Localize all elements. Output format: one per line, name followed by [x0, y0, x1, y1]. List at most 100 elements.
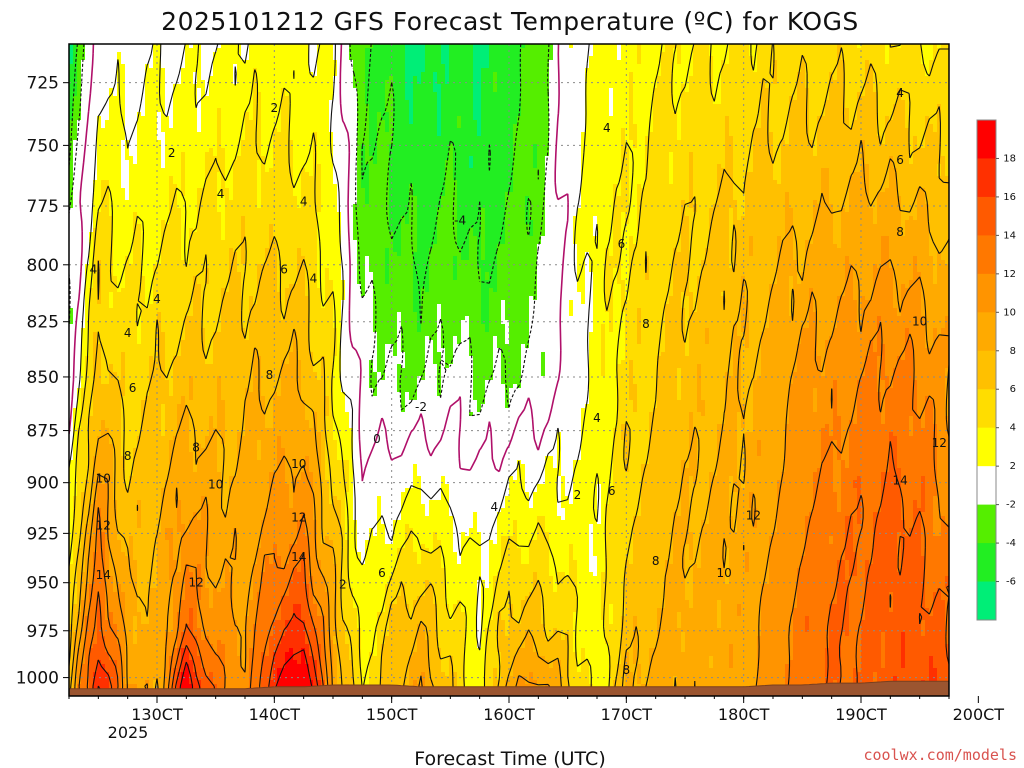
temperature-cell — [181, 196, 186, 261]
temperature-cell — [469, 156, 474, 169]
temperature-cell — [177, 404, 182, 501]
temperature-cell — [293, 476, 298, 545]
temperature-cell — [217, 592, 222, 641]
contour-label: 6 — [896, 153, 904, 167]
temperature-cell — [633, 664, 638, 696]
temperature-cell — [677, 44, 682, 65]
temperature-cell — [821, 116, 826, 169]
temperature-cell — [557, 660, 562, 696]
temperature-cell — [653, 44, 658, 89]
temperature-cell — [309, 656, 314, 681]
temperature-cell — [305, 456, 310, 537]
temperature-cell — [689, 560, 694, 609]
temperature-cell — [113, 372, 118, 501]
temperature-cell — [161, 44, 166, 69]
temperature-cell — [481, 404, 486, 581]
temperature-cell — [921, 476, 926, 513]
temperature-cell — [677, 628, 682, 696]
temperature-cell — [585, 68, 590, 253]
temperature-cell — [653, 648, 658, 689]
temperature-cell — [881, 236, 886, 345]
temperature-cell — [137, 500, 142, 529]
temperature-cell — [133, 644, 138, 685]
temperature-cell — [173, 356, 178, 437]
temperature-cell — [905, 44, 910, 129]
temperature-cell — [121, 456, 126, 553]
temperature-cell — [901, 632, 906, 669]
temperature-cell — [505, 536, 510, 637]
temperature-cell — [757, 376, 762, 441]
temperature-cell — [521, 344, 526, 465]
temperature-cell — [529, 236, 534, 297]
colorbar-frame — [976, 119, 997, 621]
temperature-cell — [257, 440, 262, 461]
temperature-cell — [621, 128, 626, 213]
temperature-cell — [697, 364, 702, 413]
temperature-cell — [425, 44, 430, 293]
temperature-cell — [85, 356, 90, 481]
temperature-cell — [525, 44, 530, 197]
temperature-cell — [525, 596, 530, 633]
temperature-cell — [281, 320, 286, 361]
temperature-cell — [105, 476, 110, 621]
colorbar-swatch — [977, 273, 996, 313]
temperature-cell — [165, 224, 170, 381]
x-tick-label: 160CT — [483, 705, 535, 724]
temperature-cell — [409, 184, 414, 401]
temperature-cell — [209, 44, 214, 77]
contour-label: 14 — [291, 550, 306, 564]
temperature-cell — [437, 396, 442, 501]
temperature-cell — [933, 132, 938, 285]
temperature-cell — [881, 144, 886, 193]
temperature-cell — [849, 176, 854, 265]
temperature-cell — [461, 260, 466, 321]
temperature-cell — [905, 288, 910, 329]
temperature-cell — [557, 516, 562, 573]
temperature-cell — [261, 520, 266, 573]
temperature-cell — [581, 44, 586, 133]
colorbar-swatch — [977, 427, 996, 467]
temperature-cell — [785, 44, 790, 145]
contour-label: 8 — [623, 663, 631, 677]
temperature-cell — [197, 628, 202, 657]
temperature-cell — [293, 284, 298, 333]
temperature-cell — [837, 416, 842, 461]
temperature-cell — [273, 240, 278, 393]
temperature-cell — [81, 44, 86, 61]
temperature-cell — [345, 44, 350, 413]
temperature-cell — [485, 588, 490, 629]
temperature-cell — [865, 300, 870, 357]
temperature-cell — [509, 476, 514, 537]
temperature-cell — [789, 276, 794, 317]
temperature-cell — [793, 372, 798, 609]
temperature-cell — [325, 396, 330, 417]
colorbar-swatch — [977, 120, 996, 159]
temperature-cell — [841, 632, 846, 696]
temperature-cell — [481, 68, 486, 209]
colorbar-label: 18 — [1003, 153, 1016, 164]
temperature-cell — [173, 668, 178, 689]
temperature-cell — [817, 204, 822, 357]
temperature-cell — [501, 300, 506, 325]
contour-label: 8 — [642, 317, 650, 331]
temperature-cell — [421, 72, 426, 289]
temperature-cell — [373, 372, 378, 397]
temperature-cell — [241, 264, 246, 329]
temperature-cell — [613, 268, 618, 429]
temperature-cell — [373, 332, 378, 373]
temperature-cell — [537, 244, 542, 485]
temperature-cell — [101, 180, 106, 385]
temperature-cell — [849, 44, 854, 129]
temperature-cell — [317, 288, 322, 381]
temperature-cell — [937, 104, 942, 165]
temperature-cell — [133, 448, 138, 561]
temperature-cell — [441, 476, 446, 569]
temperature-cell — [357, 628, 362, 696]
contour-label: 4 — [217, 187, 225, 201]
credit-text[interactable]: coolwx.com/models — [863, 746, 1017, 764]
temperature-cell — [157, 140, 162, 265]
temperature-cell — [841, 296, 846, 461]
temperature-cell — [437, 540, 442, 649]
temperature-cell — [253, 348, 258, 565]
temperature-cell — [813, 412, 818, 473]
